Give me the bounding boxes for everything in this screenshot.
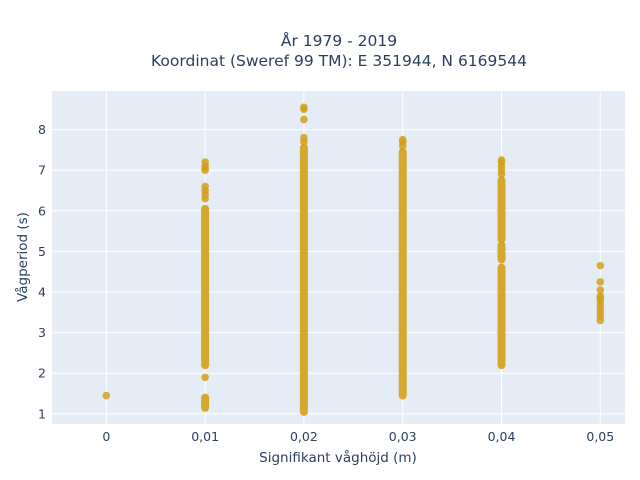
y-tick-label: 1: [38, 406, 46, 421]
chart-title-line-2: Koordinat (Sweref 99 TM): E 351944, N 61…: [151, 52, 527, 70]
y-tick-label: 2: [38, 366, 46, 381]
y-tick-label: 3: [38, 325, 46, 340]
data-point: [201, 373, 209, 382]
y-axis-title: Vågperiod (s): [14, 212, 31, 302]
tick-labels: 0 0,01 0,02 0,03 0,04 0,05 1 2 3 4 5 6 7 8: [38, 122, 614, 444]
x-axis-title: Signifikant våghöjd (m): [259, 449, 417, 466]
data-point: [596, 261, 605, 270]
y-tick-label: 5: [38, 244, 46, 259]
data-point: [398, 135, 407, 144]
data-point: [596, 278, 605, 286]
data-point: [300, 115, 308, 124]
data-point: [300, 133, 308, 142]
data-point: [300, 103, 308, 112]
data-markers: [102, 103, 605, 416]
y-tick-label: 8: [38, 122, 46, 137]
data-point: [102, 391, 111, 400]
data-point: [596, 292, 605, 300]
y-tick-label: 4: [38, 285, 46, 300]
data-point: [201, 182, 209, 191]
y-tick-label: 6: [38, 203, 46, 218]
plot-area: [52, 91, 625, 424]
chart-title-line-1: År 1979 - 2019: [281, 31, 397, 50]
x-tick-label: 0,04: [488, 429, 516, 444]
x-tick-label: 0,03: [389, 429, 417, 444]
data-point: [596, 286, 605, 294]
x-tick-label: 0,01: [191, 429, 219, 444]
grid-lines: [52, 91, 625, 424]
x-tick-label: 0: [102, 429, 110, 444]
x-tick-label: 0,02: [290, 429, 318, 444]
data-point: [201, 158, 209, 166]
data-point: [497, 156, 506, 164]
x-tick-label: 0,05: [586, 429, 614, 444]
y-tick-label: 7: [38, 163, 46, 178]
